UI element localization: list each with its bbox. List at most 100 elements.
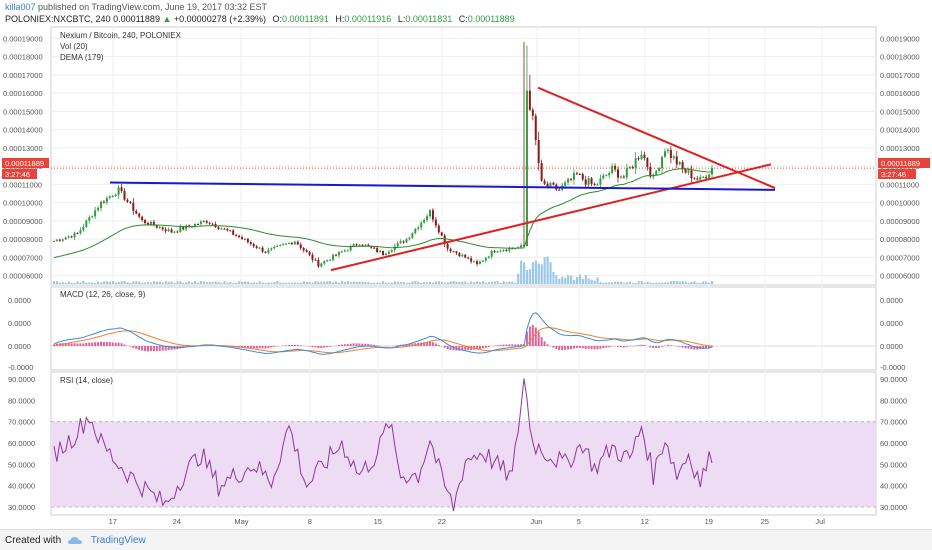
price-axis-label-left: 0.00016000 — [3, 89, 43, 98]
trendline-upper-resistance — [537, 86, 776, 189]
dema-indicator-label[interactable]: DEMA (179) — [60, 53, 104, 62]
candle-body — [646, 158, 649, 168]
volume-bar — [602, 282, 605, 284]
rsi-axis-label-left: 30.0000 — [8, 503, 35, 512]
macd-histogram-bar — [329, 346, 332, 347]
candle-body — [255, 246, 258, 249]
macd-histogram-bar — [326, 346, 329, 348]
volume-bar — [625, 282, 629, 284]
macd-histogram-bar — [108, 342, 111, 346]
macd-histogram-bar — [587, 346, 590, 349]
author-link[interactable]: killa007 — [5, 2, 36, 12]
price-axis-label-left: 0.00006000 — [3, 272, 43, 281]
macd-histogram-bar — [152, 346, 155, 352]
candle-body — [108, 196, 111, 199]
candle-body — [88, 217, 91, 221]
candle-body — [367, 244, 370, 247]
macd-histogram-bar — [452, 346, 455, 351]
candle-body — [429, 210, 431, 217]
price-axis-label-right: 0.00010000 — [880, 199, 920, 208]
main-pane-frame — [50, 26, 877, 286]
time-axis-label: 8 — [308, 517, 312, 526]
candle-body — [290, 242, 293, 245]
candle-body — [411, 233, 414, 238]
candle-body — [602, 175, 605, 179]
volume-bar — [478, 281, 482, 284]
price-tag-right-bg — [878, 158, 930, 168]
candle-body — [158, 227, 161, 229]
candle-body — [449, 248, 452, 252]
candle-body — [138, 213, 141, 217]
candle-body — [567, 178, 570, 183]
volume-bar — [373, 282, 376, 284]
candle-body — [605, 175, 608, 177]
macd-histogram-bar — [593, 346, 596, 350]
volume-bar — [637, 281, 640, 284]
volume-bar — [158, 281, 161, 284]
macd-histogram-bar — [67, 343, 70, 346]
macd-axis-label-left: -0.0000 — [8, 363, 33, 372]
candle-body — [317, 260, 320, 267]
candle-body — [285, 243, 288, 245]
volume-bar — [273, 281, 276, 284]
macd-histogram-bar — [520, 344, 523, 346]
volume-bar — [631, 282, 634, 284]
candle-body — [711, 168, 713, 175]
macd-histogram-bar — [70, 343, 73, 346]
volume-bar — [155, 281, 159, 284]
macd-histogram-bar — [376, 345, 379, 346]
trendlines[interactable] — [109, 86, 776, 272]
macd-histogram-bar — [570, 346, 572, 350]
candle-body — [258, 247, 261, 249]
macd-histogram-bar — [411, 343, 414, 346]
candle-body — [587, 178, 590, 185]
candle-body — [578, 173, 581, 175]
rsi-pane-title[interactable]: RSI (14, close) — [60, 376, 113, 385]
volume-bar — [199, 281, 203, 284]
candle-body — [399, 241, 402, 244]
volume-bar — [508, 281, 511, 284]
volume-bar — [687, 282, 690, 284]
macd-pane-title[interactable]: MACD (12, 26, close, 9) — [60, 290, 146, 299]
candle-body — [631, 167, 634, 169]
candle-body — [273, 246, 276, 249]
volume-bar — [91, 282, 94, 284]
rsi-axis-label-left: 60.0000 — [8, 439, 35, 448]
chart-canvas[interactable]: 0.00019000 0.00019000 0.00018000 0.00018000… — [0, 0, 932, 530]
candle-body — [205, 221, 208, 223]
macd-histogram-bar — [652, 346, 655, 349]
time-axis-label: Jul — [815, 517, 825, 526]
volume-bar — [217, 281, 220, 284]
macd-histogram-bar — [443, 346, 446, 348]
tradingview-brand-link[interactable]: TradingView — [90, 535, 146, 546]
price-axis-label-right: 0.00013000 — [880, 144, 920, 153]
macd-histogram-bar — [100, 341, 102, 346]
candle-body — [335, 254, 337, 256]
volume-bar — [393, 281, 396, 284]
macd-histogram-bar — [429, 341, 431, 346]
candle-body — [279, 244, 282, 246]
volume-bar — [423, 282, 426, 284]
volume-bar — [643, 282, 646, 284]
candle-body — [188, 225, 191, 227]
volume-bar — [490, 281, 493, 284]
volume-bar — [669, 281, 673, 284]
macd-histogram-bar — [161, 346, 164, 351]
candle-body — [144, 220, 147, 224]
volume-bar — [405, 282, 408, 284]
volume-bar — [390, 282, 394, 284]
main-pane-title: Nexium / Bitcoin, 240, POLONIEX — [60, 31, 182, 40]
volume-bar — [622, 282, 626, 284]
candle-body — [370, 246, 373, 248]
candle-body — [528, 90, 531, 110]
volume-indicator-label[interactable]: Vol (20) — [60, 42, 88, 51]
macd-histogram-bar — [105, 341, 108, 346]
volume-bar — [470, 281, 473, 284]
macd-histogram-bar — [296, 344, 299, 346]
candle-body — [264, 251, 267, 253]
candle-body — [326, 260, 329, 262]
price-axis-label-right: 0.00018000 — [880, 53, 920, 62]
macd-histogram-bar — [337, 345, 340, 346]
volume-bar — [567, 275, 570, 284]
candle-body — [593, 183, 596, 185]
